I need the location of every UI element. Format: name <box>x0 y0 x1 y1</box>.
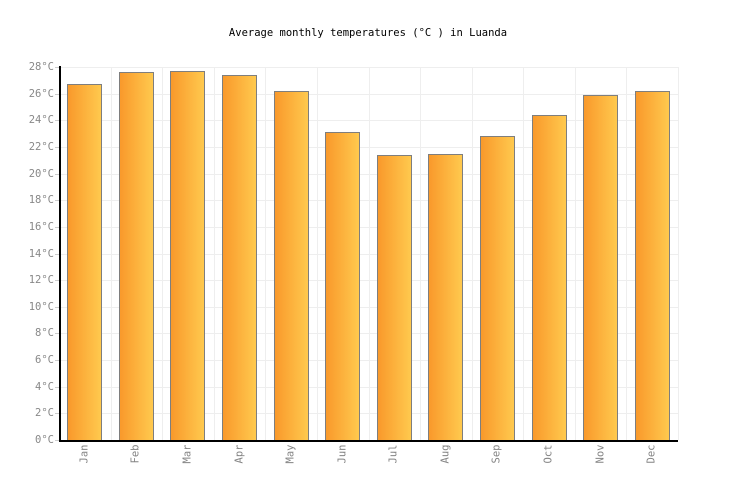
y-tick-mark <box>55 67 59 68</box>
y-tick-mark <box>55 333 59 335</box>
y-tick-mark <box>55 93 59 95</box>
x-month-label-jul: Jul <box>387 444 400 463</box>
gridline-vertical <box>265 67 267 440</box>
y-tick-mark <box>55 200 59 202</box>
y-tick-label: 2°C <box>35 407 54 420</box>
gridline-vertical <box>678 67 679 440</box>
x-month-label-may: May <box>284 444 297 463</box>
y-tick-mark <box>55 146 59 148</box>
y-tick-label: 16°C <box>28 220 54 233</box>
y-tick-label: 6°C <box>35 354 54 367</box>
x-month-label-sep: Sep <box>490 444 503 463</box>
y-tick-mark <box>55 173 59 175</box>
gridline-vertical <box>368 67 370 440</box>
x-month-label-jun: Jun <box>336 444 349 463</box>
y-tick-mark <box>55 386 59 388</box>
y-axis-line <box>59 66 61 442</box>
gridline-vertical <box>574 67 576 440</box>
gridline-vertical <box>471 67 473 440</box>
gridline-vertical <box>213 67 215 440</box>
y-tick-mark <box>55 253 59 255</box>
temperature-bar-jun <box>325 132 361 440</box>
y-tick-label: 20°C <box>28 167 54 180</box>
y-tick-label: 8°C <box>35 327 54 340</box>
x-month-label-aug: Aug <box>439 444 452 463</box>
x-axis-line <box>59 440 678 442</box>
x-month-label-feb: Feb <box>129 444 142 463</box>
y-tick-mark <box>55 226 59 228</box>
y-tick-mark <box>55 280 59 282</box>
gridline-vertical <box>420 67 422 440</box>
temperature-bar-feb <box>118 72 154 440</box>
temperature-bar-may <box>273 90 309 440</box>
y-tick-mark <box>55 120 59 122</box>
y-tick-label: 12°C <box>28 274 54 287</box>
gridline-vertical <box>110 67 112 440</box>
x-month-label-oct: Oct <box>542 444 555 463</box>
temperature-bar-jan <box>67 84 103 440</box>
y-tick-label: 0°C <box>35 434 54 446</box>
y-tick-label: 24°C <box>28 114 54 127</box>
gridline-vertical <box>626 67 628 440</box>
y-tick-label: 10°C <box>28 300 54 313</box>
temperature-bar-mar <box>170 70 206 440</box>
y-tick-mark <box>55 360 59 362</box>
x-month-label-mar: Mar <box>181 444 194 463</box>
gridline-vertical <box>316 67 318 440</box>
temperature-bar-aug <box>428 153 464 440</box>
y-tick-label: 22°C <box>28 140 54 153</box>
temperature-bar-sep <box>479 136 515 440</box>
chart-title: Average monthly temperatures (°C ) in Lu… <box>228 27 508 39</box>
temperature-bar-jul <box>376 154 412 440</box>
y-tick-mark <box>55 413 59 415</box>
y-tick-label: 14°C <box>28 247 54 260</box>
temperature-bar-nov <box>583 94 619 440</box>
y-tick-mark <box>55 306 59 308</box>
temperature-bar-oct <box>531 114 567 440</box>
y-tick-label: 4°C <box>35 380 54 393</box>
gridline-vertical <box>162 67 164 440</box>
x-month-label-jan: Jan <box>78 444 91 463</box>
y-tick-label: 28°C <box>28 61 54 73</box>
gridline-vertical <box>523 67 525 440</box>
y-tick-mark <box>55 440 59 441</box>
x-month-label-dec: Dec <box>645 444 658 463</box>
temperature-bar-apr <box>222 74 258 440</box>
x-month-label-nov: Nov <box>594 444 607 463</box>
x-month-label-apr: Apr <box>233 444 246 463</box>
y-tick-label: 26°C <box>28 87 54 100</box>
y-tick-label: 18°C <box>28 194 54 207</box>
temperature-bar-dec <box>634 90 670 440</box>
